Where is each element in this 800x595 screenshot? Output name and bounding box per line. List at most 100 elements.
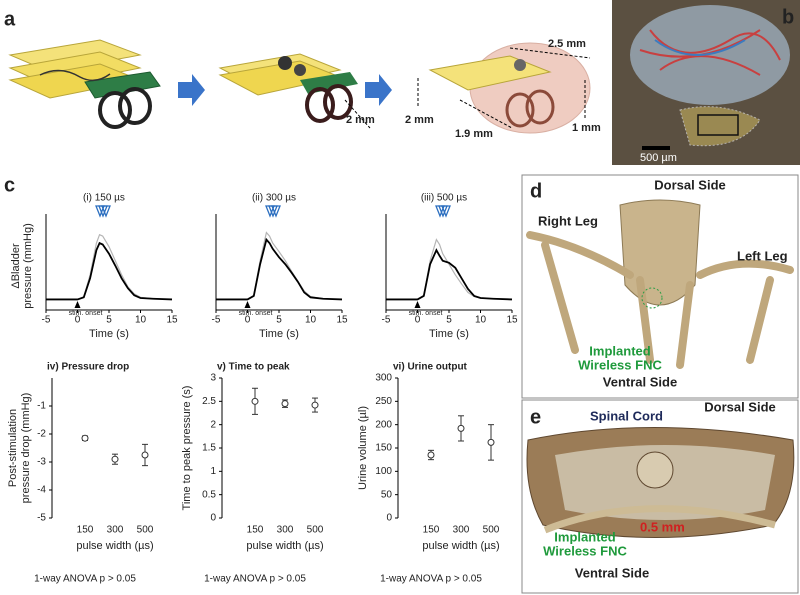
- y-tick-label: -5: [37, 513, 46, 524]
- stim-marker: [101, 205, 111, 218]
- stim-marker: [441, 205, 451, 218]
- y-tick-label: 2.5: [202, 396, 216, 407]
- x-tick-label: 5: [276, 315, 282, 326]
- x-tick-label: 5: [106, 315, 112, 326]
- device-label: Implanted: [554, 529, 615, 544]
- device-label: Implanted: [589, 343, 650, 358]
- y-axis-label: Time to peak pressure (s): [181, 386, 193, 511]
- x-tick-label: 500: [137, 525, 154, 536]
- panel-label: c: [4, 174, 15, 196]
- onset-arrow: [414, 301, 421, 308]
- dimension-label: 2.5 mm: [548, 38, 586, 50]
- panel-label: b: [782, 6, 794, 28]
- onset-arrow: [74, 301, 81, 308]
- mean-point: [251, 397, 259, 405]
- device-schematics: 2 mm 2.5 mm 2 mm 1.9 mm 1 mm: [8, 38, 601, 140]
- trace: [216, 231, 343, 301]
- x-axis-label: pulse width (µs): [422, 540, 499, 552]
- dimension-label: 1 mm: [572, 122, 601, 134]
- panel-label: a: [4, 8, 16, 30]
- x-tick-label: 10: [305, 315, 317, 326]
- stats-note: 1-way ANOVA p > 0.05: [34, 574, 136, 585]
- annotation: stim. onset: [409, 310, 443, 317]
- trace: [46, 233, 173, 301]
- trace: [46, 241, 173, 301]
- panel-label: e: [530, 406, 541, 428]
- mean-point: [427, 451, 435, 459]
- x-tick-label: 5: [446, 315, 452, 326]
- y-tick-label: 100: [375, 466, 392, 477]
- x-tick-label: 150: [77, 525, 94, 536]
- mean-point: [141, 451, 149, 459]
- x-axis-label: pulse width (µs): [246, 540, 323, 552]
- y-axis-label: pressure (mmHg): [22, 223, 34, 309]
- dimension-label: 1.9 mm: [455, 128, 493, 140]
- photo: b 500 µm: [612, 0, 800, 165]
- y-tick-label: -4: [37, 485, 46, 496]
- view-label: Ventral Side: [603, 374, 677, 389]
- y-tick-label: -3: [37, 457, 46, 468]
- y-axis-label: pressure drop (mmHg): [20, 393, 32, 504]
- y-tick-label: 3: [210, 373, 216, 384]
- y-tick-label: 1.5: [202, 443, 216, 454]
- x-tick-label: 500: [307, 525, 324, 536]
- y-tick-label: 200: [375, 419, 392, 430]
- annotation: stim. onset: [69, 310, 103, 317]
- ct-cross-section: e Dorsal Side Spinal Cord 0.5 mm Implant…: [521, 399, 799, 594]
- x-tick-label: 150: [247, 525, 264, 536]
- x-tick-label: 300: [453, 525, 470, 536]
- x-tick-label: 15: [166, 315, 178, 326]
- chart-title: iv) Pressure drop: [47, 362, 129, 373]
- x-tick-label: 0: [415, 315, 421, 326]
- x-tick-label: -5: [382, 315, 391, 326]
- ct-dorsal-view: d Dorsal Side Right Leg Left Leg Implant…: [521, 174, 799, 399]
- panel-label: d: [530, 180, 542, 202]
- x-axis-label: Time (s): [429, 328, 469, 340]
- chart-title: (ii) 300 µs: [252, 193, 296, 204]
- annotation: stim. onset: [239, 310, 273, 317]
- mean-point: [111, 455, 119, 463]
- anatomy-label: Spinal Cord: [590, 408, 663, 423]
- y-tick-label: 0: [386, 513, 392, 524]
- stats-note: 1-way ANOVA p > 0.05: [380, 574, 482, 585]
- x-tick-label: 15: [506, 315, 518, 326]
- mean-point: [281, 400, 289, 408]
- chart-title: v) Time to peak: [217, 362, 290, 373]
- chart-title: (iii) 500 µs: [421, 193, 467, 204]
- y-tick-label: 50: [381, 489, 393, 500]
- view-label: Ventral Side: [575, 565, 649, 580]
- device-label: Wireless FNC: [578, 357, 662, 372]
- y-tick-label: 0: [210, 513, 216, 524]
- scale-bar-label: 500 µm: [640, 152, 677, 164]
- x-tick-label: -5: [42, 315, 51, 326]
- x-axis-label: pulse width (µs): [76, 540, 153, 552]
- y-tick-label: 1: [210, 466, 216, 477]
- y-axis-label: Urine volume (µl): [357, 406, 369, 490]
- x-tick-label: 300: [277, 525, 294, 536]
- distance-label: 0.5 mm: [640, 519, 685, 534]
- y-tick-label: -2: [37, 429, 46, 440]
- x-tick-label: 0: [75, 315, 81, 326]
- x-tick-label: 300: [107, 525, 124, 536]
- trace: [386, 248, 513, 301]
- mean-point: [311, 401, 319, 409]
- x-tick-label: 0: [245, 315, 251, 326]
- y-axis-label: Post-stimulation: [7, 409, 19, 487]
- y-tick-label: 250: [375, 396, 392, 407]
- trace: [216, 237, 343, 301]
- chart-title: (i) 150 µs: [83, 193, 125, 204]
- stim-marker: [271, 205, 281, 218]
- x-tick-label: 10: [135, 315, 147, 326]
- dimension-label: 2 mm: [346, 114, 375, 126]
- x-tick-label: -5: [212, 315, 221, 326]
- x-tick-label: 10: [475, 315, 487, 326]
- device-label: Wireless FNC: [543, 543, 627, 558]
- x-tick-label: 15: [336, 315, 348, 326]
- stats-note: 1-way ANOVA p > 0.05: [204, 574, 306, 585]
- y-axis-label: ΔBladder: [10, 243, 22, 289]
- leg-label: Right Leg: [538, 213, 598, 228]
- view-label: Dorsal Side: [704, 399, 776, 414]
- x-tick-label: 150: [423, 525, 440, 536]
- onset-arrow: [244, 301, 251, 308]
